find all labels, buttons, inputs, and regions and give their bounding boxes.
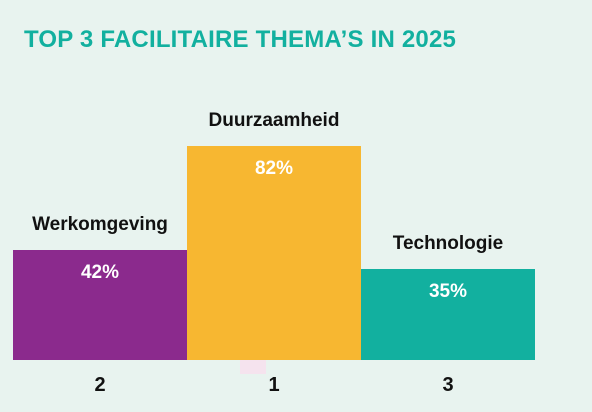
rank-werkomgeving: 2 — [94, 374, 106, 396]
baseline-mark — [240, 360, 266, 374]
bar-duurzaamheid: 82% — [187, 146, 361, 360]
bar-label-duurzaamheid: Duurzaamheid — [208, 110, 340, 131]
bar-value-duurzaamheid: 82% — [254, 158, 294, 179]
rank-duurzaamheid: 1 — [268, 374, 280, 396]
bar-technologie: 35% — [361, 269, 535, 360]
bar-value-werkomgeving: 42% — [80, 262, 120, 283]
rank-technologie: 3 — [442, 374, 454, 396]
bar-werkomgeving: 42% — [13, 250, 187, 360]
bar-value-technologie: 35% — [428, 281, 468, 302]
bar-label-technologie: Technologie — [392, 233, 504, 254]
chart-title: TOP 3 FACILITAIRE THEMA’S IN 2025 — [24, 26, 457, 53]
bar-label-werkomgeving: Werkomgeving — [32, 214, 168, 235]
